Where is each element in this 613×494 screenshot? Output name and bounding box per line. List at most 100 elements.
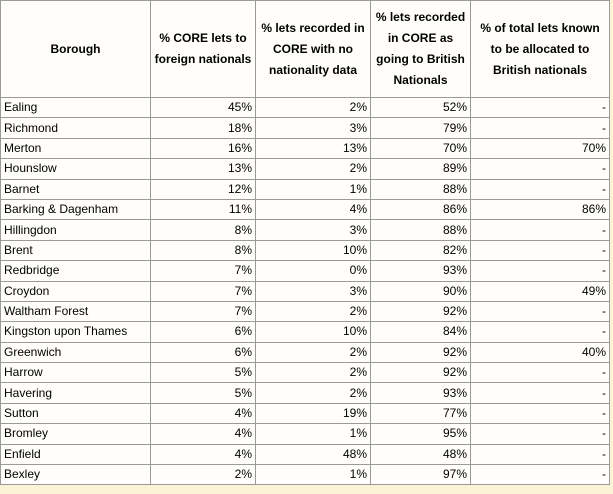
value-cell: 6% [150,321,256,343]
borough-cell: Bromley [0,423,151,445]
table-row: Sutton 4% 19% 77% - [0,402,610,425]
value-cell: - [470,464,610,486]
value-cell: 3% [255,280,371,302]
value-cell: 97% [370,464,471,486]
table-row: Bromley 4% 1% 95% - [0,423,610,445]
header-cell: % of total lets known to be allocated to… [470,0,610,98]
value-cell: 2% [255,96,371,119]
borough-cell: Sutton [0,402,151,425]
value-cell: 8% [150,239,256,262]
table-row: Richmond 18% 3% 79% - [0,117,610,139]
value-cell: 4% [150,443,256,466]
header-cell: % CORE lets to foreign nationals [150,0,256,98]
value-cell: 11% [150,198,256,221]
value-cell: 5% [150,362,256,384]
value-cell: - [470,158,610,180]
value-cell: 2% [255,362,371,384]
table-row: Harrow 5% 2% 92% - [0,362,610,384]
borough-cell: Barnet [0,178,151,200]
value-cell: 2% [255,341,371,364]
borough-cell: Enfield [0,443,151,466]
borough-cell: Kingston upon Thames [0,321,151,343]
value-cell: 89% [370,158,471,180]
borough-cell: Barking & Dagenham [0,198,151,221]
table-row: Brent 8% 10% 82% - [0,239,610,262]
value-cell: - [470,260,610,282]
table-row: Ealing 45% 2% 52% - [0,96,610,119]
value-cell: 88% [370,219,471,241]
borough-cell: Bexley [0,464,151,486]
value-cell: 92% [370,341,471,364]
borough-cell: Redbridge [0,260,151,282]
value-cell: 7% [150,280,256,302]
value-cell: 77% [370,402,471,425]
value-cell: - [470,178,610,200]
value-cell: 12% [150,178,256,200]
value-cell: - [470,219,610,241]
table-row: Hillingdon 8% 3% 88% - [0,219,610,241]
value-cell: 90% [370,280,471,302]
table-row: Bexley 2% 1% 97% - [0,464,610,486]
value-cell: 52% [370,96,471,119]
value-cell: 19% [255,402,371,425]
value-cell: 49% [470,280,610,302]
value-cell: - [470,362,610,384]
value-cell: 1% [255,423,371,445]
value-cell: 79% [370,117,471,139]
header-cell: % lets recorded in CORE as going to Brit… [370,0,471,98]
value-cell: 86% [470,198,610,221]
value-cell: 5% [150,382,256,404]
value-cell: 45% [150,96,256,119]
value-cell: 84% [370,321,471,343]
value-cell: 70% [470,137,610,160]
header-cell: % lets recorded in CORE with no national… [255,0,371,98]
value-cell: - [470,239,610,262]
borough-cell: Merton [0,137,151,160]
header-row: Borough% CORE lets to foreign nationals%… [0,0,610,98]
table-row: Croydon 7% 3% 90% 49% [0,280,610,302]
value-cell: 1% [255,178,371,200]
table-row: Enfield 4% 48% 48% - [0,443,610,466]
value-cell: 4% [255,198,371,221]
table-row: Havering 5% 2% 93% - [0,382,610,404]
value-cell: 4% [150,402,256,425]
borough-cell: Richmond [0,117,151,139]
value-cell: 13% [255,137,371,160]
value-cell: 8% [150,219,256,241]
borough-cell: Hounslow [0,158,151,180]
value-cell: 13% [150,158,256,180]
value-cell: 93% [370,382,471,404]
value-cell: 92% [370,362,471,384]
table-row: Kingston upon Thames 6% 10% 84% - [0,321,610,343]
value-cell: 86% [370,198,471,221]
borough-cell: Croydon [0,280,151,302]
value-cell: 10% [255,239,371,262]
value-cell: - [470,423,610,445]
value-cell: 16% [150,137,256,160]
value-cell: 3% [255,219,371,241]
value-cell: 48% [370,443,471,466]
table-row: Merton 16% 13% 70% 70% [0,137,610,160]
value-cell: 48% [255,443,371,466]
value-cell: 88% [370,178,471,200]
value-cell: 82% [370,239,471,262]
value-cell: 2% [255,382,371,404]
borough-cell: Brent [0,239,151,262]
value-cell: 95% [370,423,471,445]
value-cell: 70% [370,137,471,160]
value-cell: 2% [255,158,371,180]
value-cell: - [470,382,610,404]
value-cell: 6% [150,341,256,364]
value-cell: - [470,117,610,139]
value-cell: 40% [470,341,610,364]
value-cell: 2% [150,464,256,486]
value-cell: 93% [370,260,471,282]
value-cell: 0% [255,260,371,282]
data-table: Borough% CORE lets to foreign nationals%… [0,0,610,486]
table-row: Hounslow 13% 2% 89% - [0,158,610,180]
value-cell: - [470,300,610,323]
borough-cell: Hillingdon [0,219,151,241]
value-cell: 7% [150,260,256,282]
value-cell: 2% [255,300,371,323]
